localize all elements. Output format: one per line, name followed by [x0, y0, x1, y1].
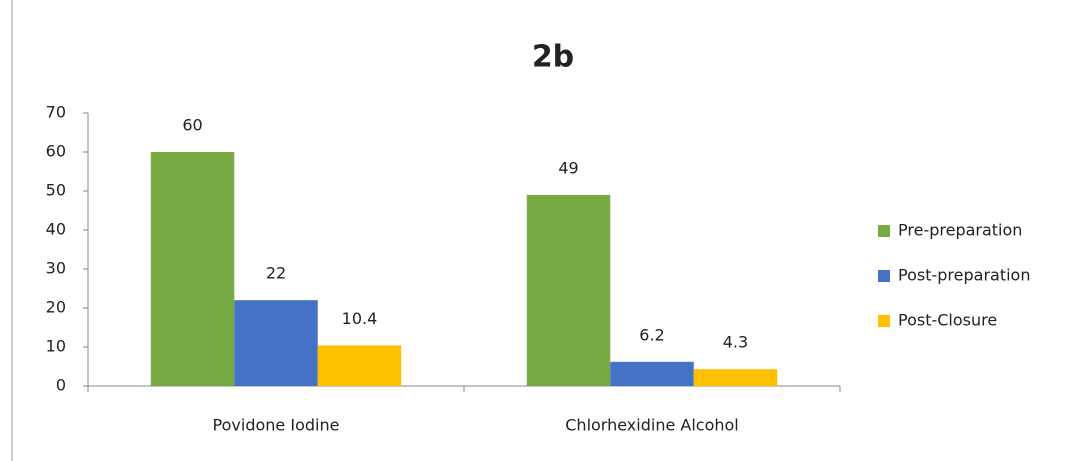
- legend-swatch: [878, 225, 890, 237]
- y-tick-label: 20: [46, 298, 66, 317]
- bar: [150, 152, 235, 386]
- y-tick-label: 50: [46, 181, 66, 200]
- bar: [610, 361, 694, 386]
- legend-label: Pre-preparation: [898, 221, 1022, 240]
- y-tick-label: 30: [46, 259, 66, 278]
- y-tick-label: 0: [56, 376, 66, 395]
- value-label: 6.2: [639, 325, 664, 344]
- legend-label: Post-Closure: [898, 311, 997, 330]
- y-tick-label: 60: [46, 142, 66, 161]
- bar: [317, 345, 402, 386]
- value-label: 10.4: [342, 309, 378, 328]
- bar: [526, 194, 611, 386]
- value-label: 4.3: [723, 333, 748, 352]
- bar: [693, 369, 778, 386]
- legend-swatch: [878, 315, 890, 327]
- y-tick-label: 40: [46, 220, 66, 239]
- legend-label: Post-preparation: [898, 266, 1030, 285]
- value-label: 22: [266, 264, 286, 283]
- bar: [234, 300, 318, 386]
- y-tick-label: 70: [46, 103, 66, 122]
- value-label: 60: [182, 116, 202, 135]
- value-label: 49: [558, 158, 578, 177]
- chart-title: 2b: [532, 40, 574, 75]
- x-tick-label: Povidone Iodine: [213, 416, 340, 435]
- legend-swatch: [878, 270, 890, 282]
- y-tick-label: 10: [46, 337, 66, 356]
- x-tick-label: Chlorhexidine Alcohol: [565, 416, 738, 435]
